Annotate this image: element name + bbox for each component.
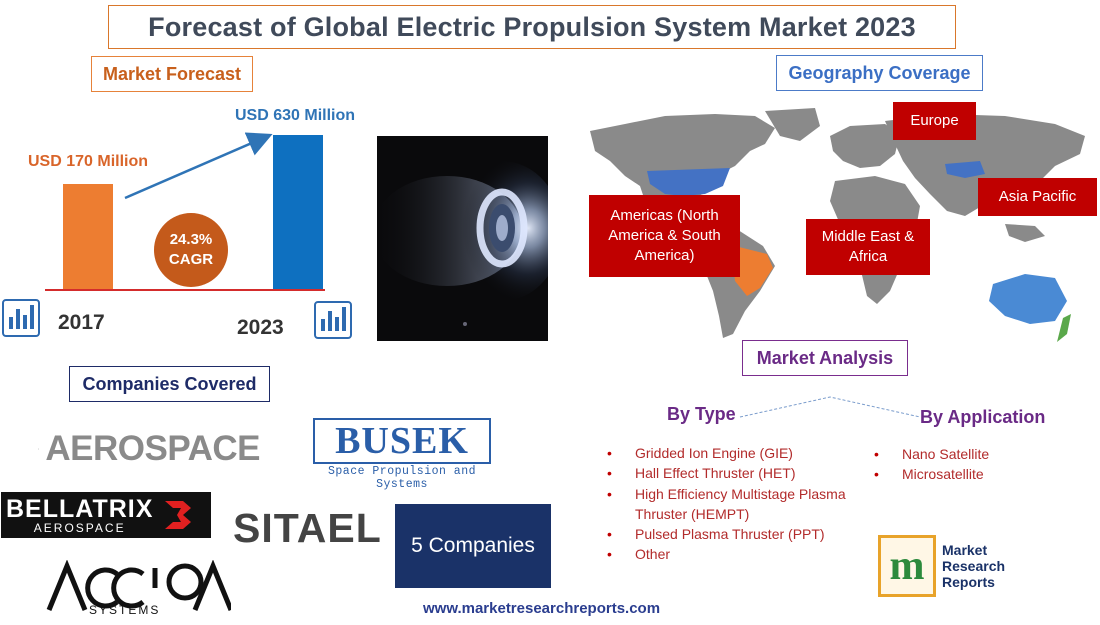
title-banner: Forecast of Global Electric Propulsion S… — [108, 5, 956, 49]
list-item: Other — [607, 544, 867, 565]
analysis-connector — [739, 396, 921, 418]
companies-count: 5 Companies — [395, 504, 551, 588]
busek-logo-text: BUSEK — [313, 418, 491, 464]
accion-logo: SYSTEMS — [46, 560, 231, 616]
aerospace-logo-icon — [38, 448, 40, 450]
market-forecast-label: Market Forecast — [91, 56, 253, 92]
bar-2023 — [273, 135, 323, 289]
bellatrix-logo-text: BELLATRIX — [6, 494, 154, 523]
region-middle-east-africa: Middle East & Africa — [806, 219, 930, 275]
companies-covered-label: Companies Covered — [69, 366, 270, 402]
list-item: Gridded Ion Engine (GIE) — [607, 443, 867, 464]
cagr-label: CAGR — [168, 251, 214, 268]
thruster-photo — [377, 136, 548, 341]
mrr-logo-icon: m — [878, 535, 936, 597]
list-item: High Efficiency Multistage Plasma Thrust… — [607, 484, 867, 525]
list-item: Microsatellite — [874, 464, 1054, 485]
bellatrix-b-icon — [165, 501, 192, 529]
region-americas: Americas (North America & South America) — [589, 195, 740, 277]
by-application-heading: By Application — [920, 407, 1046, 427]
type-list: Gridded Ion Engine (GIE) Hall Effect Thr… — [607, 443, 867, 565]
value-2023-label: USD 630 Million — [235, 107, 356, 124]
mrr-logo: m Market Research Reports — [878, 534, 1018, 598]
aerospace-logo: AEROSPACE — [38, 422, 260, 476]
cagr-value: 24.3% — [169, 231, 213, 248]
chart-baseline — [45, 289, 325, 291]
market-analysis-label: Market Analysis — [742, 340, 908, 376]
year-start: 2017 — [58, 311, 105, 334]
accion-logo-sub: SYSTEMS — [89, 603, 160, 616]
region-europe: Europe — [893, 102, 976, 140]
region-asia-pacific: Asia Pacific — [978, 178, 1097, 216]
busek-logo: BUSEK Space Propulsion and Systems — [312, 418, 492, 494]
year-end: 2023 — [237, 316, 284, 339]
page-title: Forecast of Global Electric Propulsion S… — [148, 11, 916, 42]
application-list: Nano Satellite Microsatellite — [874, 444, 1054, 485]
list-item: Pulsed Plasma Thruster (PPT) — [607, 524, 867, 545]
bar-2017 — [63, 184, 113, 289]
bar-chart-icon — [314, 301, 352, 339]
by-type-heading: By Type — [667, 404, 736, 424]
list-item: Hall Effect Thruster (HET) — [607, 463, 867, 484]
aerospace-logo-text: AEROSPACE — [45, 429, 260, 468]
sitael-logo: SITAEL — [233, 505, 382, 551]
value-2017-label: USD 170 Million — [28, 153, 149, 170]
bellatrix-logo-sub: AEROSPACE — [33, 520, 126, 535]
cagr-badge: 24.3% CAGR — [154, 213, 228, 287]
geography-coverage-label: Geography Coverage — [776, 55, 983, 91]
bar-chart-icon — [2, 299, 40, 337]
growth-arrow — [124, 132, 273, 200]
bellatrix-logo: BELLATRIX AEROSPACE — [1, 492, 211, 538]
website-link[interactable]: www.marketresearchreports.com — [423, 600, 661, 617]
busek-tagline: Space Propulsion and Systems — [327, 465, 477, 491]
mrr-logo-text: Market Research Reports — [942, 542, 1006, 590]
list-item: Nano Satellite — [874, 444, 1054, 465]
